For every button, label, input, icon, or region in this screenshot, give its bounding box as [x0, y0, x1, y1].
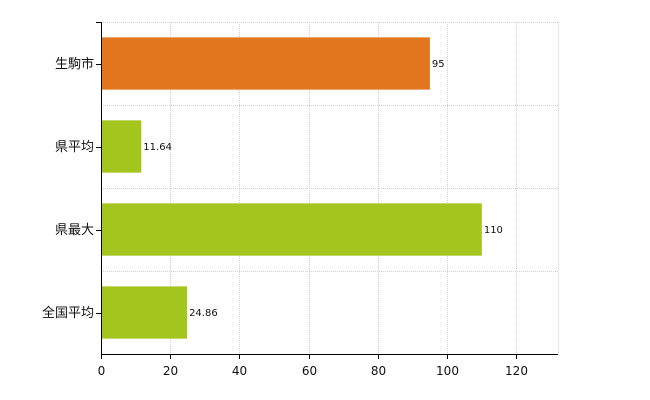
x-tick-label: 60: [302, 364, 317, 378]
data-label: 11.64: [143, 142, 172, 153]
bar: [102, 37, 430, 90]
data-label: 24.86: [189, 308, 218, 319]
labels: 95 生駒市 11.64 県平均 110 県最大 24.86 全国平均 0 20 40 60 80 100…: [42, 56, 528, 378]
x-tick-label: 120: [505, 364, 528, 378]
data-label: 110: [484, 225, 503, 236]
bar: [102, 203, 482, 256]
x-tick-label: 100: [436, 364, 459, 378]
category-label: 生駒市: [55, 56, 94, 72]
x-tick-label: 0: [98, 364, 106, 378]
category-label: 県最大: [55, 223, 94, 238]
data-label: 95: [432, 59, 445, 70]
category-label: 全国平均: [42, 305, 94, 321]
x-tick-label: 20: [163, 364, 178, 378]
x-tick-label: 80: [371, 364, 386, 378]
category-label: 県平均: [55, 140, 94, 155]
grid-lines: [101, 22, 559, 354]
bar: [102, 120, 142, 173]
x-tick-label: 40: [232, 364, 247, 378]
bars: [102, 37, 482, 339]
bar: [102, 286, 188, 339]
axes: [96, 22, 558, 359]
